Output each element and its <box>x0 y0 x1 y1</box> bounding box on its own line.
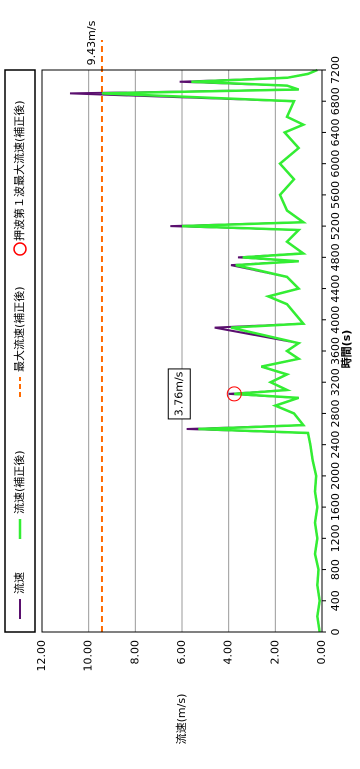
legend-label: 流速 <box>12 572 26 594</box>
x-tick-label: 4800 <box>329 243 342 271</box>
x-tick-label: 6000 <box>329 150 342 178</box>
max-label: 9.43m/s <box>85 20 98 65</box>
y-tick-label: 10.00 <box>82 640 95 672</box>
annotation-label: 3.76m/s <box>172 371 185 416</box>
legend-label: 最大流速(補正後) <box>12 286 26 372</box>
x-tick-label: 6800 <box>329 87 342 115</box>
x-tick-label: 1600 <box>329 493 342 521</box>
x-tick-label: 2400 <box>329 431 342 459</box>
first-wave-marker <box>226 386 242 402</box>
x-tick-label: 4400 <box>329 275 342 303</box>
y-tick-label: 6.00 <box>175 640 188 665</box>
x-tick-label: 0 <box>329 629 342 636</box>
annotation-box <box>167 368 191 420</box>
y-tick-label: 0.00 <box>315 640 328 665</box>
x-tick-label: 3600 <box>329 337 342 365</box>
x-tick-label: 7200 <box>329 56 342 84</box>
series-line <box>101 68 321 633</box>
x-axis-title: 時間(s) <box>339 330 353 369</box>
x-tick-label: 5200 <box>329 212 342 240</box>
y-tick-label: 12.00 <box>35 640 48 672</box>
x-tick-label: 6400 <box>329 118 342 146</box>
legend-label: 流速(補正後) <box>12 450 26 514</box>
x-tick-label: 800 <box>329 559 342 580</box>
x-tick-label: 4000 <box>329 306 342 334</box>
y-axis-title: 流速(m/s) <box>174 694 188 745</box>
x-tick-label: 2000 <box>329 462 342 490</box>
legend-box <box>4 69 36 633</box>
x-tick-label: 1200 <box>329 524 342 552</box>
x-tick-label: 2800 <box>329 399 342 427</box>
rotated-chart: 時間(s) 流速(m/s) 0.00 2.00 4.00 6.00 8.00 10.00 1… <box>4 20 353 745</box>
y-tick-label: 2.00 <box>268 640 281 665</box>
plot-frame <box>41 69 323 633</box>
legend-label: 押波第１波最大流速(補正後) <box>12 100 26 241</box>
y-tick-label: 4.00 <box>222 640 235 665</box>
x-tick-label: 3200 <box>329 368 342 396</box>
legend-swatch <box>13 242 27 256</box>
x-tick-label: 5600 <box>329 181 342 209</box>
y-tick-label: 8.00 <box>128 640 141 665</box>
x-tick-label: 400 <box>329 590 342 611</box>
